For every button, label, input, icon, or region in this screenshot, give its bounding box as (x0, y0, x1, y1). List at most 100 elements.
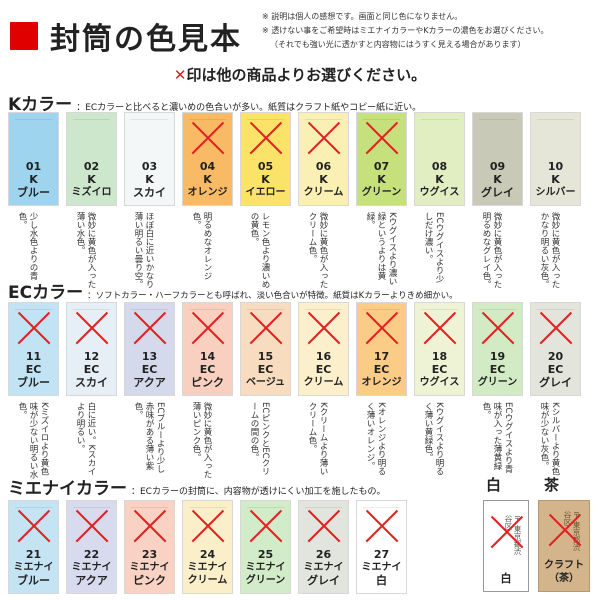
envelope-name: イエロー (245, 187, 286, 198)
envelope-17: 17 EC オレンジ (356, 302, 407, 396)
envelope-label: 16 EC クリーム (299, 350, 348, 389)
envelope-description: 微妙に黄色が入ったかなり明るい灰色。 (539, 212, 560, 289)
envelope-name: ブルー (17, 574, 50, 587)
envelope-label: 08 K ウグイス (415, 160, 464, 199)
envelope-description: ECウグイスより青味が入った薄黄緑色。 (481, 402, 513, 473)
white-heading: 白 (486, 476, 502, 494)
envelope-code: ミエナイ (361, 562, 402, 573)
envelope-description: ECブルーより少し赤味がある薄い紫色。 (133, 402, 165, 473)
envelope-label: 17 EC オレンジ (357, 350, 406, 389)
envelope-18: 18 EC ウグイス (414, 302, 465, 396)
x-mark-icon (546, 511, 584, 549)
envelope-code: ミエナイ (13, 562, 54, 573)
envelope-code: EC (141, 363, 158, 376)
envelope-label: 05 K イエロー (241, 160, 290, 199)
envelope-num: 09 (489, 160, 506, 173)
envelope-flap (73, 114, 110, 120)
envelope-code: K (87, 173, 96, 186)
envelope-num: 18 (431, 350, 448, 363)
envelope-label: 26 ミエナイ グレイ (299, 548, 348, 587)
envelope-description: 微妙に黄色が入った薄いピンク色。 (191, 402, 212, 479)
x-mark-icon (479, 309, 517, 347)
envelope-03: 03 K スカイ (124, 112, 175, 206)
envelope-description: Kウグイスより濃い緑というよりは黄緑。 (365, 212, 397, 286)
envelope-label: 22 ミエナイ アクア (67, 548, 116, 587)
envelope-label: 12 EC スカイ (67, 350, 116, 389)
envelope-code: K (435, 173, 444, 186)
envelope-num: 27 (373, 548, 390, 561)
envelope-name: クリーム (303, 377, 344, 388)
envelope-code: ミエナイ (303, 562, 344, 573)
envelope-description: 微妙に黄色が入ったクリーム色。 (307, 212, 328, 289)
x-mark-icon (189, 507, 227, 545)
envelope-label: 20 EC グレイ (531, 350, 580, 389)
x-mark-icon (363, 507, 401, 545)
envelope-num: 07 (373, 160, 390, 173)
envelope-description: Kウグイスより明るく薄い黄緑色。 (423, 402, 444, 476)
envelope-12: 12 EC スカイ (66, 302, 117, 396)
x-mark-icon (189, 309, 227, 347)
m-section-desc: ：ECカラーの封筒に、内容物が透けにくい加工を施したもの。 (131, 487, 386, 497)
envelope-label: 01 K ブルー (9, 160, 58, 199)
envelope-04: 04 K オレンジ (182, 112, 233, 206)
k-section-heading: Kカラー ：ECカラーと比べると濃いめの色合いが多い。紙質はクラフト紙やコピー紙に… (8, 90, 421, 115)
envelope-num: 12 (83, 350, 100, 363)
envelope-label: 25 ミエナイ グリーン (241, 548, 290, 587)
ec-section-heading: ECカラー ：ソフトカラー・ハーフカラーとも呼ばれ、淡い色合いが特徴。紙質はKカラ… (8, 278, 458, 303)
envelope-name: ミズイロ (71, 187, 112, 198)
envelope-flap (479, 114, 516, 120)
envelope-num: 24 (199, 548, 216, 561)
envelope-num: 16 (315, 350, 332, 363)
envelope-name: シルバー (535, 187, 576, 198)
envelope-label: 04 K オレンジ (183, 160, 232, 199)
title-marker (10, 22, 38, 50)
instruction: ✕印は他の商品よりお選びください。 (0, 64, 600, 85)
x-mark-icon (15, 507, 53, 545)
envelope-num: 15 (257, 350, 274, 363)
envelope-name: オレンジ (187, 187, 228, 198)
envelope-num: 20 (547, 350, 564, 363)
envelope-11: 11 EC ブルー (8, 302, 59, 396)
envelope-num: 11 (25, 350, 42, 363)
envelope-name: ウグイス (419, 377, 460, 388)
envelope-code: K (145, 173, 154, 186)
envelope-num: 06 (315, 160, 332, 173)
envelope-label: 19 EC グリーン (473, 350, 522, 389)
envelope-name: クリーム (303, 187, 344, 198)
envelope-code: EC (199, 363, 216, 376)
envelope-num: 26 (315, 548, 332, 561)
envelope-07: 07 K グリーン (356, 112, 407, 206)
x-mark-icon (189, 119, 227, 157)
x-mark-icon (537, 309, 575, 347)
envelope-code: ミエナイ (187, 562, 228, 573)
envelope-code: ミエナイ (129, 562, 170, 573)
note-line: ※ 透けない事をご希望時はミエナイカラーやKカラーの濃色をお選びください。 (262, 26, 549, 35)
envelope-code: K (551, 173, 560, 186)
envelope-code: K (319, 173, 328, 186)
envelope-num: 17 (373, 350, 390, 363)
envelope-name: アクア (133, 376, 166, 389)
envelope-code: ミエナイ (245, 562, 286, 573)
kraft-label: クラフト （茶） (544, 560, 584, 584)
envelope-label: 03 K スカイ (125, 160, 174, 199)
envelope-code: EC (489, 363, 506, 376)
x-mark-icon (488, 513, 526, 551)
envelope-15: 15 EC ベージュ (240, 302, 291, 396)
envelope-name: ブルー (17, 186, 50, 199)
x-mark-icon: ✕ (173, 66, 187, 84)
envelope-name: グレイ (481, 186, 514, 199)
kraft-envelope: 〒 東京都渋谷区 クラフト （茶） (538, 500, 590, 592)
envelope-label: 18 EC ウグイス (415, 350, 464, 389)
white-label: 白 (500, 572, 512, 585)
envelope-name: 白 (376, 574, 387, 587)
envelope-flap (537, 114, 574, 120)
envelope-name: グリーン (361, 187, 402, 198)
envelope-code: K (261, 173, 270, 186)
envelope-num: 03 (141, 160, 158, 173)
envelope-13: 13 EC アクア (124, 302, 175, 396)
envelope-num: 23 (141, 548, 158, 561)
envelope-22: 22 ミエナイ アクア (66, 500, 117, 594)
envelope-name: ブルー (17, 376, 50, 389)
envelope-code: K (29, 173, 38, 186)
k-section-desc: ：ECカラーと比べると濃いめの色合いが多い。紙質はクラフト紙やコピー紙に近い。 (76, 103, 422, 113)
